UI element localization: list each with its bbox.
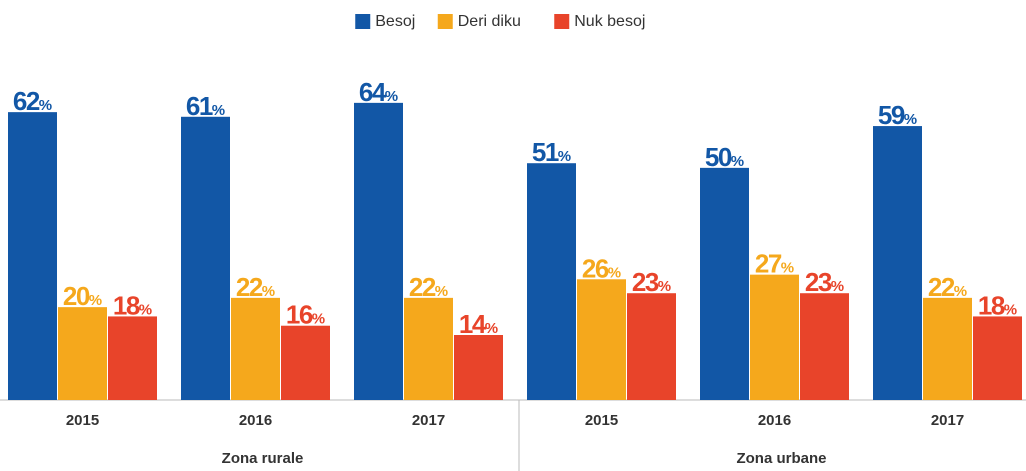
data-label: 50% — [705, 142, 744, 172]
bar — [354, 102, 403, 400]
group-label: Zona rurale — [222, 450, 304, 467]
data-label: 61% — [186, 91, 225, 121]
bar — [8, 112, 57, 401]
data-label: 22% — [236, 272, 275, 302]
bar — [973, 316, 1022, 400]
x-tick-label: 2015 — [66, 412, 99, 429]
data-label: 62% — [13, 86, 52, 116]
bar — [281, 325, 330, 400]
data-label: 22% — [928, 272, 967, 302]
group-label: Zona urbane — [736, 450, 826, 467]
x-tick-label: 2016 — [758, 412, 791, 429]
data-label: 51% — [532, 137, 571, 167]
x-tick-label: 2016 — [239, 412, 272, 429]
bar — [700, 167, 749, 400]
bar — [627, 293, 676, 400]
legend-label: Nuk besoj — [574, 13, 645, 30]
x-tick-label: 2017 — [931, 412, 964, 429]
bar — [923, 297, 972, 400]
x-tick-label: 2017 — [412, 412, 445, 429]
bar — [527, 163, 576, 400]
bar — [750, 274, 799, 400]
bar — [181, 116, 230, 401]
bar — [231, 297, 280, 400]
data-label: 27% — [755, 249, 794, 279]
data-label: 64% — [359, 77, 398, 107]
bar — [58, 307, 107, 400]
legend-label: Deri diku — [458, 13, 521, 30]
data-label: 23% — [632, 267, 671, 297]
legend-swatch — [355, 14, 371, 29]
data-label: 16% — [286, 300, 325, 330]
data-label: 20% — [63, 281, 102, 311]
bar — [873, 126, 922, 401]
data-label: 18% — [978, 290, 1017, 320]
legend-swatch — [437, 14, 453, 29]
bar — [577, 279, 626, 400]
bar — [404, 297, 453, 400]
data-label: 23% — [805, 267, 844, 297]
bar — [454, 335, 503, 400]
bar — [108, 316, 157, 400]
data-label: 18% — [113, 290, 152, 320]
x-tick-label: 2015 — [585, 412, 618, 429]
bar — [800, 293, 849, 400]
legend-label: Besoj — [375, 13, 415, 30]
data-label: 59% — [878, 100, 917, 130]
data-label: 26% — [582, 253, 621, 283]
data-label: 22% — [409, 272, 448, 302]
legend-swatch — [554, 14, 570, 29]
data-label: 14% — [459, 309, 498, 339]
